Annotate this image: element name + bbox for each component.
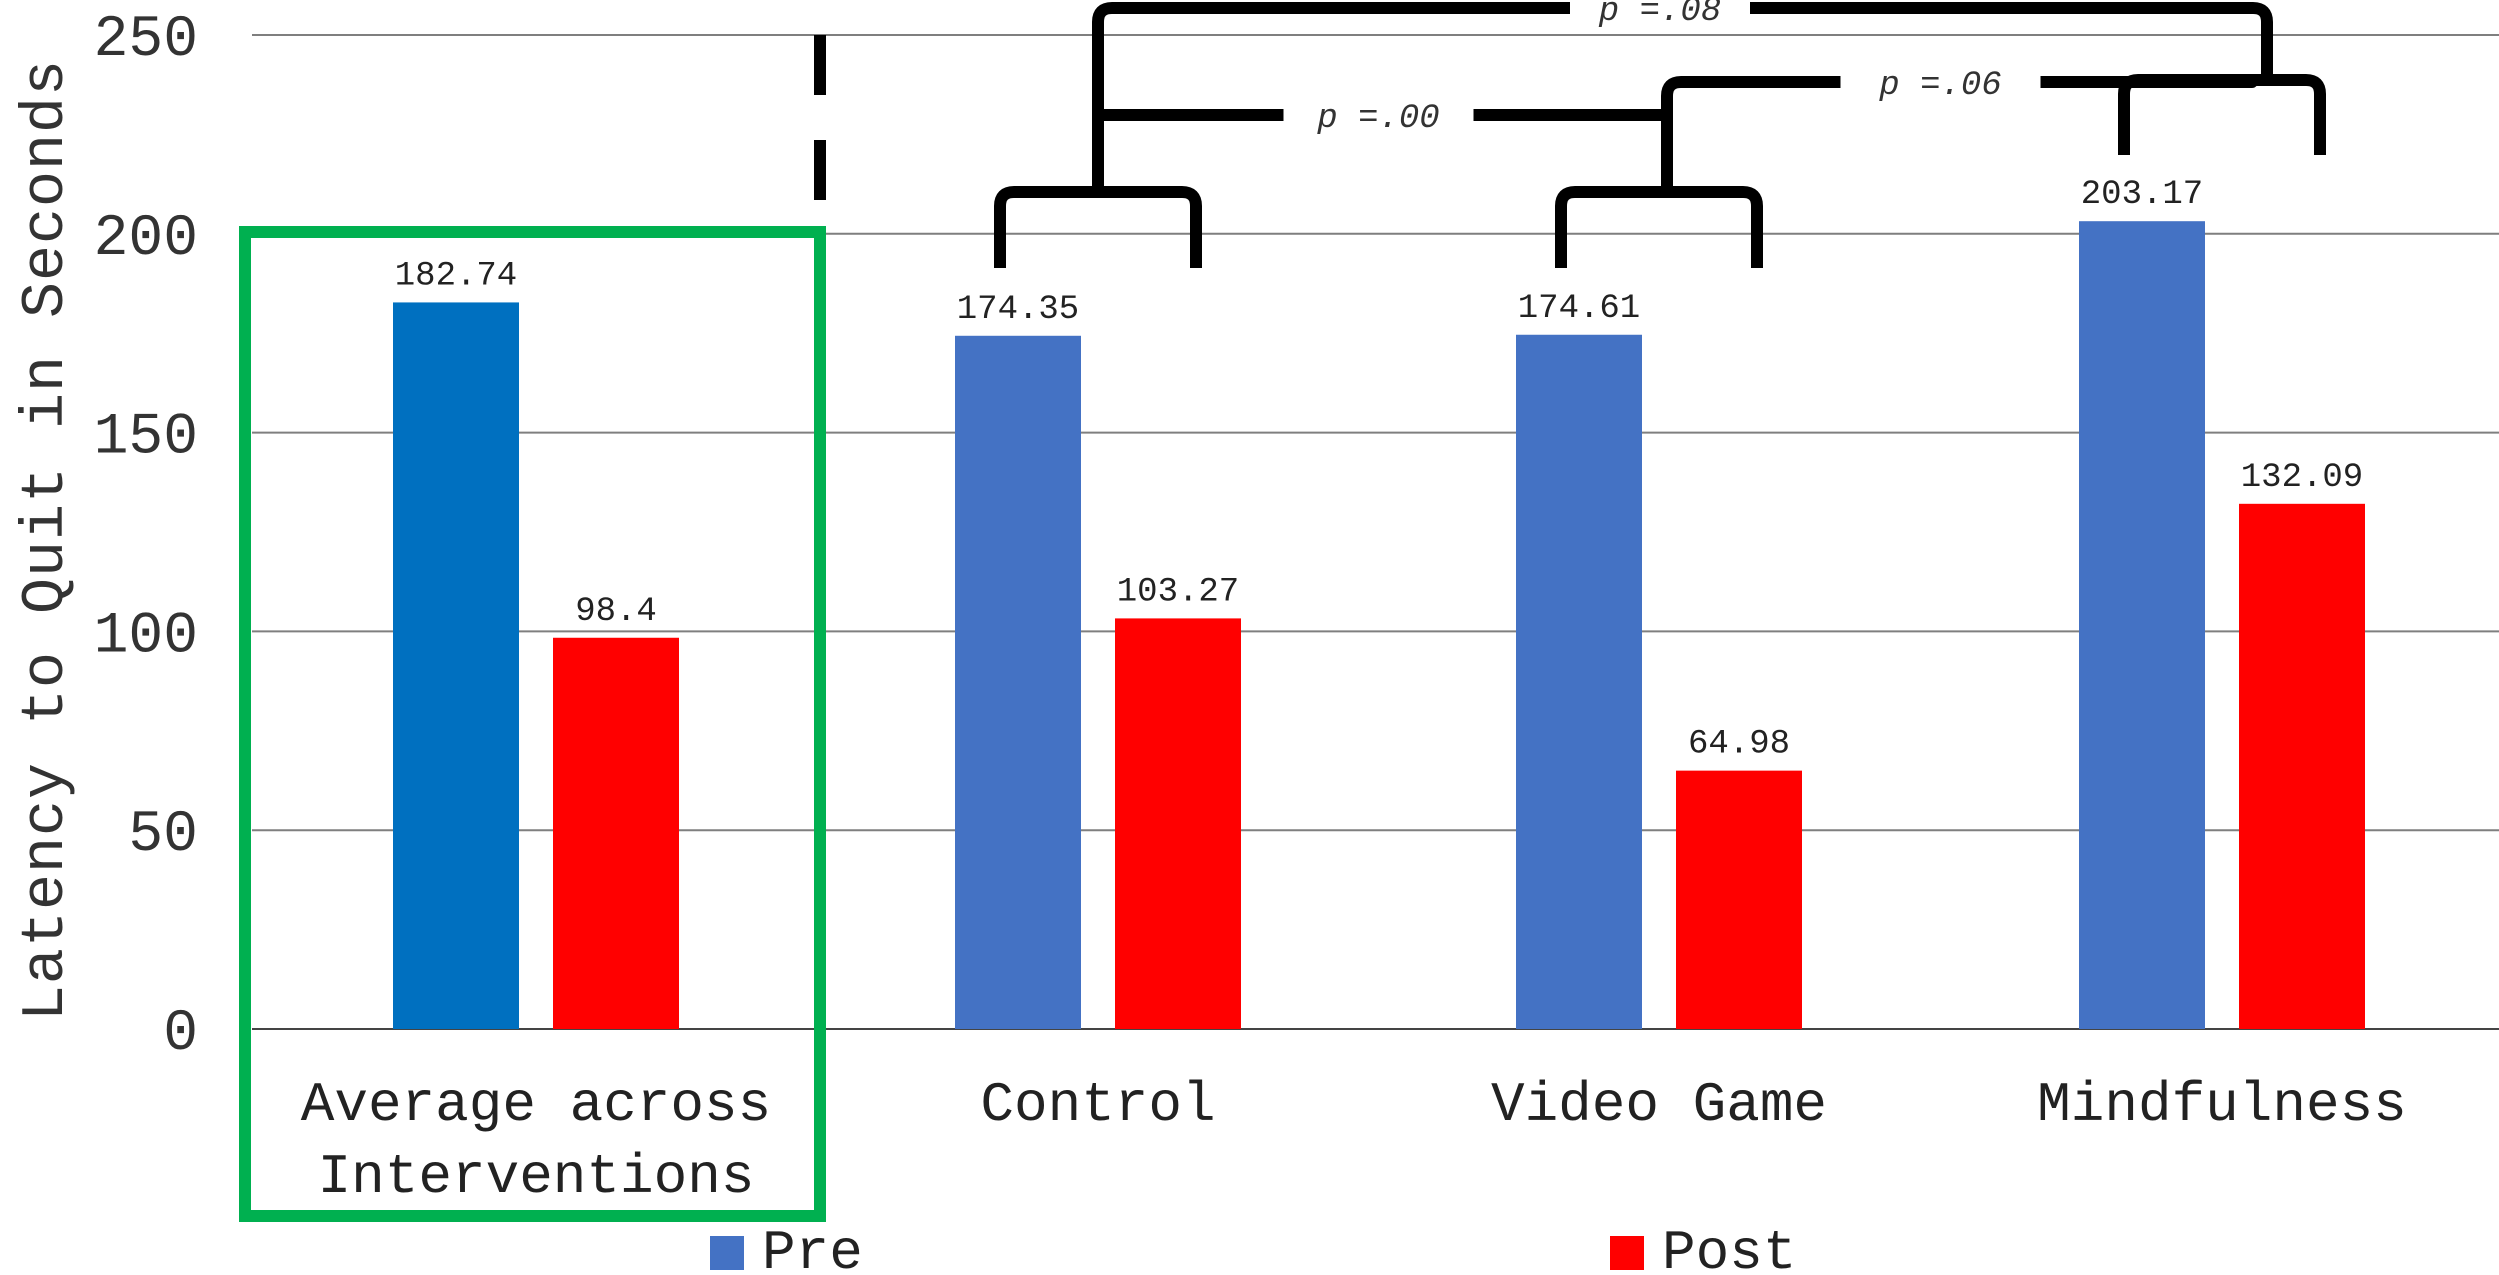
legend: Pre Post (710, 1221, 1796, 1275)
y-tick-label: 100 (94, 604, 198, 669)
y-tick-label: 200 (94, 207, 198, 272)
legend-label-pre: Pre (762, 1221, 863, 1275)
x-category-label: Average across (301, 1073, 771, 1137)
x-category-label: Control (980, 1073, 1215, 1137)
highlight-box-frame (239, 226, 826, 1222)
bar-post-0 (553, 637, 679, 1029)
x-category-label: Video Game (1491, 1073, 1827, 1137)
bar-pre-0 (393, 302, 519, 1029)
data-label-pre-0: 182.74 (395, 257, 517, 295)
p-value-label: p =.00 (1316, 100, 1439, 138)
data-label-post-0: 98.4 (575, 593, 657, 631)
bars (393, 221, 2365, 1030)
y-axis-label: Latency to Quit in Seconds (13, 59, 81, 1021)
x-axis-categories: Average across Interventions Control Video … (301, 1073, 2407, 1209)
y-tick-label: 150 (94, 406, 198, 471)
bar-pre-2 (1516, 334, 1642, 1030)
significance-brackets: p =.00 p =.06 p =.08 (994, 0, 2326, 268)
data-label-post-3: 132.09 (2241, 459, 2363, 497)
group-brace-control (994, 186, 1202, 268)
legend-swatch-post (1610, 1236, 1644, 1270)
sig-bracket-06 (1661, 76, 2258, 115)
p-value-label: p =.06 (1878, 67, 2001, 105)
x-category-label: Mindfulness (2037, 1073, 2407, 1137)
x-category-label: Interventions (318, 1145, 755, 1209)
bar-pre-3 (2079, 221, 2205, 1030)
legend-label-post: Post (1662, 1221, 1796, 1275)
data-label-pre-3: 203.17 (2081, 176, 2203, 214)
highlight-box (239, 226, 826, 1222)
bar-post-1 (1115, 618, 1241, 1029)
data-label-post-2: 64.98 (1688, 726, 1790, 764)
y-tick-label: 0 (163, 1002, 198, 1067)
data-label-pre-2: 174.61 (1518, 290, 1640, 328)
legend-swatch-pre (710, 1236, 744, 1270)
y-tick-label: 50 (128, 803, 198, 868)
p-value-label: p =.08 (1598, 0, 1721, 31)
data-label-pre-1: 174.35 (957, 291, 1079, 329)
y-tick-label: 250 (94, 8, 198, 73)
bar-post-3 (2239, 503, 2365, 1029)
sig-bracket-08 (1092, 2, 2273, 192)
data-label-post-1: 103.27 (1117, 573, 1239, 611)
bar-post-2 (1676, 770, 1802, 1029)
group-brace-mindfulness (2118, 74, 2326, 155)
data-labels: 182.74 174.35 174.61 203.17 98.4 103.27 64.98 1… (395, 176, 2363, 763)
bar-pre-1 (955, 335, 1081, 1029)
y-axis-ticks: 0 50 100 150 200 250 (94, 8, 198, 1067)
group-brace-video-game (1555, 186, 1763, 268)
